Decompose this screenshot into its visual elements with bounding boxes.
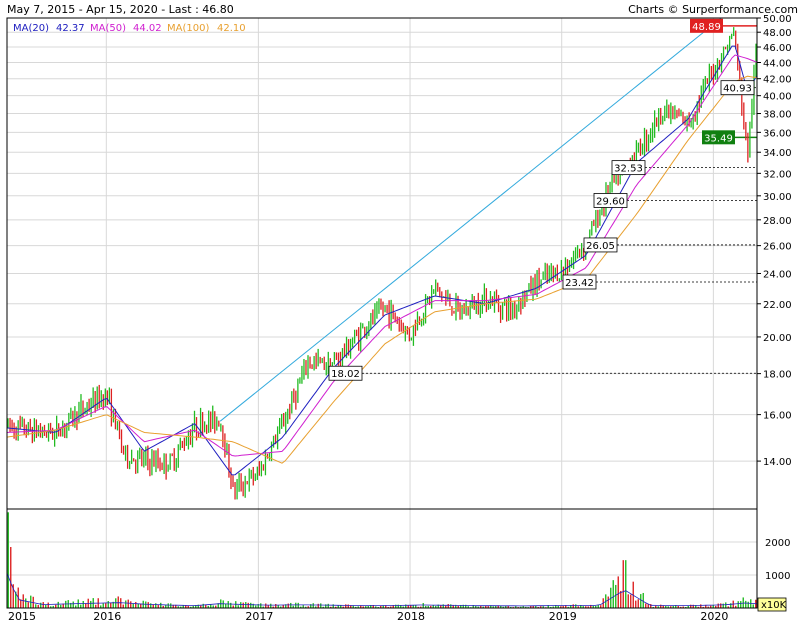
price-tick-label: 18.00	[763, 370, 792, 381]
volume-panel-frame	[6, 508, 758, 609]
legend-ma50-label: MA(50)	[90, 23, 126, 34]
legend-ma50-value: 44.02	[133, 23, 162, 34]
price-tick-label: 46.00	[763, 43, 792, 54]
price-tick-label: 20.00	[763, 333, 792, 344]
axes-layer: 50.00 48.00 46.00 44.00 42.00 40.00 38.00 36.00…	[8, 14, 792, 623]
price-tick-label: 32.00	[763, 169, 792, 180]
year-label: 2017	[245, 610, 273, 623]
level-label: 26.05	[586, 241, 615, 252]
level-label: 18.02	[331, 369, 360, 380]
level-label-box	[720, 80, 755, 96]
volume-tick-label: 1000	[765, 571, 790, 582]
price-tick-label: 30.00	[763, 192, 792, 203]
price-tick-label: 22.00	[763, 300, 792, 311]
price-tick-label: 28.00	[763, 216, 792, 227]
level-label-box	[562, 274, 597, 290]
series-line-ma50	[6, 54, 758, 457]
levels-layer	[362, 25, 757, 374]
price-tick-label: 48.00	[763, 28, 792, 39]
year-label: 2018	[397, 610, 425, 623]
legend-ma20-label: MA(20)	[13, 23, 49, 34]
chart-range-text: May 7, 2015 - Apr 15, 2020 - Last : 46.8…	[7, 3, 234, 16]
level-label-box	[690, 18, 723, 33]
level-label: 29.60	[596, 196, 625, 207]
price-tick-label: 26.00	[763, 242, 792, 253]
level-label: 35.49	[704, 133, 733, 144]
price-tick-label: 38.00	[763, 110, 792, 121]
grid-layer	[7, 17, 757, 608]
price-tick-label: 16.00	[763, 411, 792, 422]
level-labels-layer: 48.89 40.93 35.49 32.53 29.60 26.05 23.42 18.02	[328, 18, 755, 381]
price-tick-label: 42.00	[763, 75, 792, 86]
price-tick-label: 40.00	[763, 92, 792, 103]
legend-ma100-label: MA(100)	[167, 23, 209, 34]
legend-ma100-value: 42.10	[217, 23, 246, 34]
year-label: 2016	[93, 610, 121, 623]
price-tick-label: 34.00	[763, 148, 792, 159]
volume-unit-label: x10K	[761, 600, 787, 611]
year-label: 2019	[549, 610, 577, 623]
level-label: 48.89	[692, 22, 721, 33]
level-label-box	[593, 193, 628, 208]
price-tick-label: 14.00	[763, 457, 792, 468]
level-label-box	[328, 365, 363, 381]
price-tick-label: 36.00	[763, 128, 792, 139]
chart-credit: Charts © Surperformance.com	[628, 3, 798, 16]
volume-unit-box	[757, 597, 787, 612]
trendline	[219, 17, 722, 422]
price-tick-label: 50.00	[763, 14, 792, 25]
level-label: 40.93	[723, 84, 752, 95]
price-tick-label: 24.00	[763, 269, 792, 280]
price-layer	[7, 27, 757, 500]
price-tick-label: 44.00	[763, 58, 792, 69]
level-label-box	[702, 130, 735, 145]
level-label-box	[611, 160, 646, 176]
volume-average-line	[6, 573, 758, 607]
volume-layer	[6, 512, 758, 608]
year-label: 2015	[8, 610, 36, 623]
level-label-box	[583, 237, 618, 253]
level-label: 32.53	[614, 164, 643, 175]
series-line-ma100	[6, 75, 758, 464]
level-label: 23.42	[565, 278, 594, 289]
year-label: 2020	[700, 610, 728, 623]
trendline-layer	[219, 17, 722, 422]
volume-tick-label: 2000	[765, 538, 790, 549]
legend-ma20-value: 42.37	[56, 23, 85, 34]
